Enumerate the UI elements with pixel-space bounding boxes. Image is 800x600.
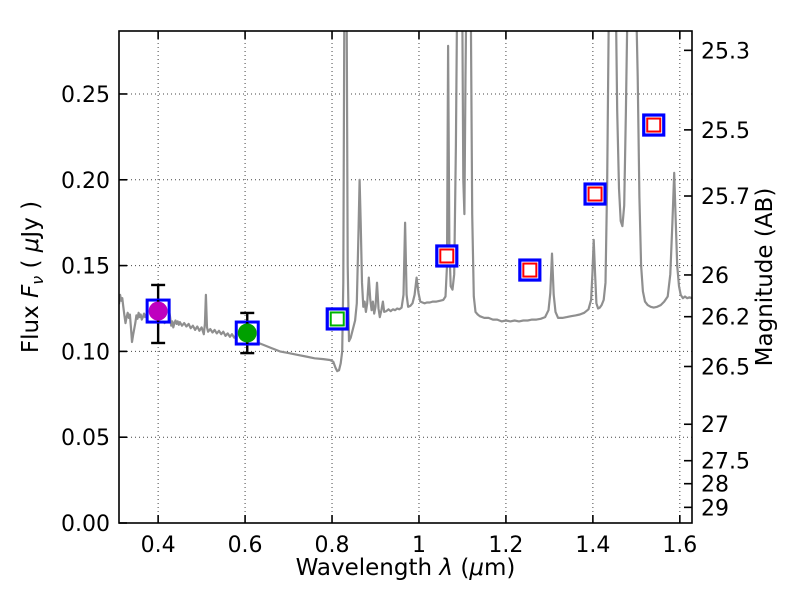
x-tick-label: 0.8 bbox=[315, 533, 350, 558]
marker-square-inner bbox=[646, 117, 662, 133]
y-right-axis-label: Magnitude (AB) bbox=[752, 188, 778, 367]
y-right-tick-label: 25.7 bbox=[701, 185, 750, 210]
marker-square-inner bbox=[439, 248, 455, 264]
y-right-tick-label: 26.5 bbox=[701, 355, 750, 380]
y-left-tick-label: 0.25 bbox=[61, 83, 110, 108]
y-right-tick-label: 26.2 bbox=[701, 306, 750, 331]
y-left-tick-label: 0.20 bbox=[61, 169, 110, 194]
y-left-tick-label: 0.00 bbox=[61, 512, 110, 537]
y-left-tick-label: 0.10 bbox=[61, 340, 110, 365]
marker-circle bbox=[148, 301, 168, 321]
photometry-point-open-square bbox=[325, 307, 349, 331]
x-tick-label: 0.6 bbox=[228, 533, 263, 558]
x-tick-label: 1 bbox=[412, 533, 426, 558]
photometry-point-filled bbox=[145, 283, 171, 345]
x-tick-label: 0.4 bbox=[141, 533, 176, 558]
y-right-tick-label: 28 bbox=[701, 473, 729, 498]
y-right-tick-label: 27 bbox=[701, 413, 729, 438]
photometry-point-open-square bbox=[642, 113, 666, 137]
x-tick-label: 1.2 bbox=[488, 533, 523, 558]
x-tick-label: 1.4 bbox=[575, 533, 610, 558]
tick-marks bbox=[119, 31, 692, 524]
x-axis-label: Wavelength λ (μm) bbox=[296, 555, 516, 581]
y-right-tick-label: 25.3 bbox=[701, 39, 750, 64]
photometry-point-open-square bbox=[435, 244, 459, 268]
photometry-point-filled bbox=[234, 311, 260, 355]
marker-square-inner bbox=[522, 262, 538, 278]
y-right-tick-label: 27.5 bbox=[701, 450, 750, 475]
y-left-tick-label: 0.15 bbox=[61, 255, 110, 280]
marker-square-inner bbox=[329, 311, 345, 327]
marker-circle bbox=[237, 323, 257, 343]
y-right-tick-label: 29 bbox=[701, 496, 729, 521]
y-left-axis-label: Flux Fν ( μJy ) bbox=[18, 201, 47, 353]
x-tick-label: 1.6 bbox=[662, 533, 697, 558]
marker-square-inner bbox=[587, 186, 603, 202]
photometry-point-open-square bbox=[583, 182, 607, 206]
y-left-tick-label: 0.05 bbox=[61, 426, 110, 451]
photometry-point-open-square bbox=[518, 258, 542, 282]
y-right-tick-label: 25.5 bbox=[701, 119, 750, 144]
y-right-tick-label: 26 bbox=[701, 264, 729, 289]
axes-frame bbox=[118, 30, 693, 524]
